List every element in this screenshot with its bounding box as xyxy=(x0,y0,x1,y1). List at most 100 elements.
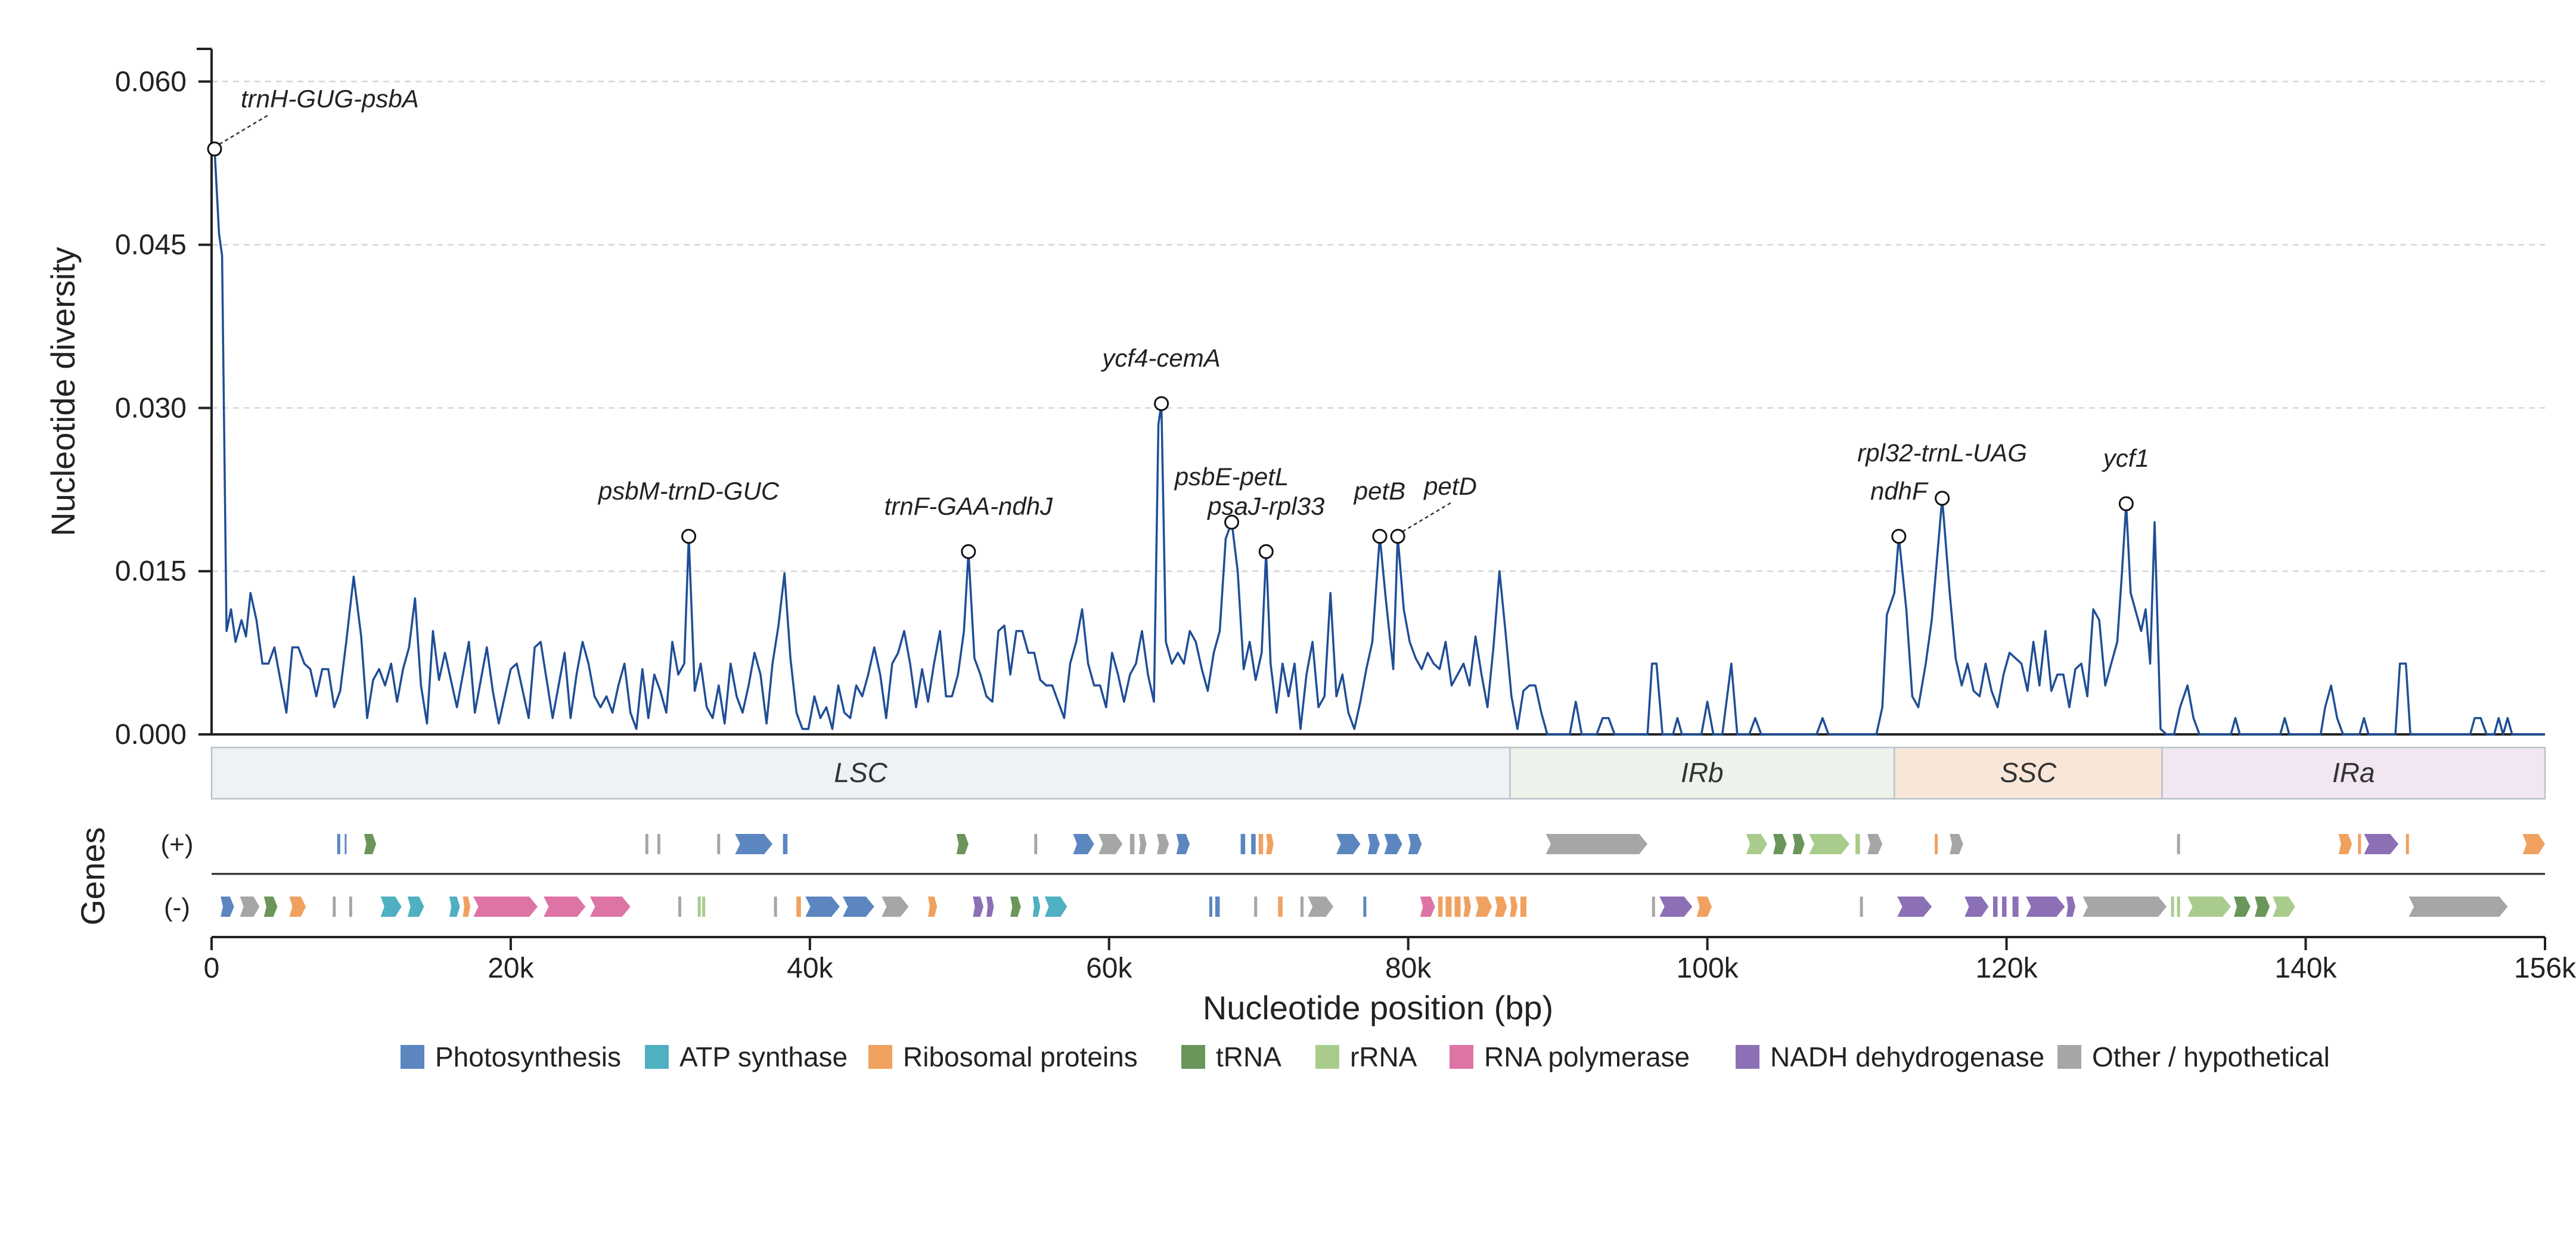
gene-minus xyxy=(407,897,424,917)
gene-minus xyxy=(1209,897,1212,917)
y-tick-label: 0.000 xyxy=(115,719,187,750)
gene-minus xyxy=(463,897,471,917)
diversity-line xyxy=(213,148,2545,736)
gene-plus xyxy=(645,834,648,854)
region-label: IRb xyxy=(1681,757,1724,788)
gene-minus xyxy=(973,897,983,917)
gene-minus xyxy=(986,897,994,917)
gene-minus xyxy=(2066,897,2075,917)
gene-minus xyxy=(1860,897,1863,917)
gene-plus xyxy=(2364,834,2399,854)
gene-minus xyxy=(240,897,260,917)
gene-minus xyxy=(1278,897,1283,917)
gene-minus xyxy=(1475,897,1492,917)
gene-minus xyxy=(1659,897,1693,917)
genome-regions: LSC IRb SSC IRa xyxy=(210,746,2546,800)
y-tick-label: 0.015 xyxy=(115,556,187,587)
gene-plus xyxy=(657,834,660,854)
gene-minus xyxy=(1697,897,1712,917)
legend-label: tRNA xyxy=(1216,1041,1281,1072)
gene-minus xyxy=(449,897,460,917)
peak-marker xyxy=(1891,529,1907,544)
gene-minus xyxy=(1301,897,1304,917)
y-ticks: 0.000 0.015 0.030 0.045 0.060 xyxy=(115,66,212,750)
legend-label: Ribosomal proteins xyxy=(903,1041,1138,1072)
plus-strand-label: (+) xyxy=(161,830,194,859)
x-tick-label: 156k xyxy=(2514,953,2576,984)
gene-minus xyxy=(1010,897,1021,917)
peak-label: ndhF xyxy=(1870,477,1929,505)
gene-minus xyxy=(796,897,801,917)
gene-minus xyxy=(289,897,306,917)
gene-plus xyxy=(2177,834,2180,854)
legend-label: rRNA xyxy=(1350,1041,1417,1072)
gene-minus xyxy=(1897,897,1932,917)
gene-minus xyxy=(1215,897,1220,917)
gene-minus xyxy=(678,897,682,917)
peak-marker xyxy=(1935,491,1950,506)
gene-plus xyxy=(735,834,773,854)
gene-plus xyxy=(1266,834,1274,854)
region-band xyxy=(1894,746,2163,800)
gene-minus xyxy=(2002,897,2007,917)
x-tick-label: 120k xyxy=(1975,953,2038,984)
region-band xyxy=(2161,746,2546,800)
peak-marker xyxy=(1390,529,1405,544)
gene-minus xyxy=(774,897,777,917)
peak-marker xyxy=(207,141,222,157)
gene-minus xyxy=(1992,897,1998,917)
gene-plus xyxy=(1129,834,1135,854)
x-tick-label: 20k xyxy=(488,953,534,984)
legend-swatch xyxy=(1315,1045,1339,1069)
peak-annotations: trnH-GUG-psbA psbM-trnD-GUC trnF-GAA-ndhJ y… xyxy=(207,85,2149,559)
gene-minus xyxy=(882,897,909,917)
region-label: LSC xyxy=(834,757,887,788)
gene-plus xyxy=(1258,834,1264,854)
peak-label: petD xyxy=(1423,472,1477,500)
axes xyxy=(197,48,2545,736)
gene-minus xyxy=(2234,897,2251,917)
gene-minus xyxy=(1454,897,1461,917)
gene-plus xyxy=(1935,834,1938,854)
gene-minus xyxy=(2177,897,2180,917)
gene-minus xyxy=(380,897,402,917)
peak-label: psbE-petL xyxy=(1174,463,1289,491)
gene-plus xyxy=(344,834,347,854)
legend-label: Photosynthesis xyxy=(435,1041,621,1072)
gene-minus xyxy=(843,897,874,917)
legend-swatch xyxy=(645,1045,669,1069)
gene-plus xyxy=(1855,834,1860,854)
gene-minus xyxy=(1254,897,1258,917)
x-tick-label: 40k xyxy=(787,953,833,984)
peak-marker xyxy=(681,529,697,544)
gene-plus xyxy=(2338,834,2352,854)
region-band xyxy=(210,746,1511,800)
gene-minus xyxy=(928,897,938,917)
legend-swatch xyxy=(1181,1045,1205,1069)
peak-label: psbM-trnD-GUC xyxy=(597,477,780,505)
legend-label: ATP synthase xyxy=(679,1041,848,1072)
x-tick-label: 140k xyxy=(2274,953,2337,984)
peak-marker xyxy=(1372,529,1388,544)
gene-plus xyxy=(1809,834,1849,854)
peak-label: ycf1 xyxy=(2102,444,2149,472)
gene-minus xyxy=(544,897,586,917)
gene-plus xyxy=(2358,834,2361,854)
peak-label: petB xyxy=(1353,477,1405,505)
gene-minus xyxy=(2255,897,2270,917)
peak-label: psaJ-rpl33 xyxy=(1206,492,1324,520)
gene-minus xyxy=(473,897,538,917)
region-band xyxy=(1509,746,1895,800)
legend-swatch xyxy=(1736,1045,1759,1069)
gene-minus xyxy=(2171,897,2174,917)
gene-plus xyxy=(783,834,788,854)
gene-minus xyxy=(1652,897,1655,917)
peak-marker xyxy=(2118,496,2134,511)
peak-label: rpl32-trnL-UAG xyxy=(1857,439,2027,467)
gene-plus xyxy=(1157,834,1169,854)
peak-marker xyxy=(1154,396,1169,411)
y-tick-label: 0.045 xyxy=(115,229,187,261)
legend-swatch xyxy=(1450,1045,1473,1069)
minus-strand-label: (-) xyxy=(164,893,190,922)
